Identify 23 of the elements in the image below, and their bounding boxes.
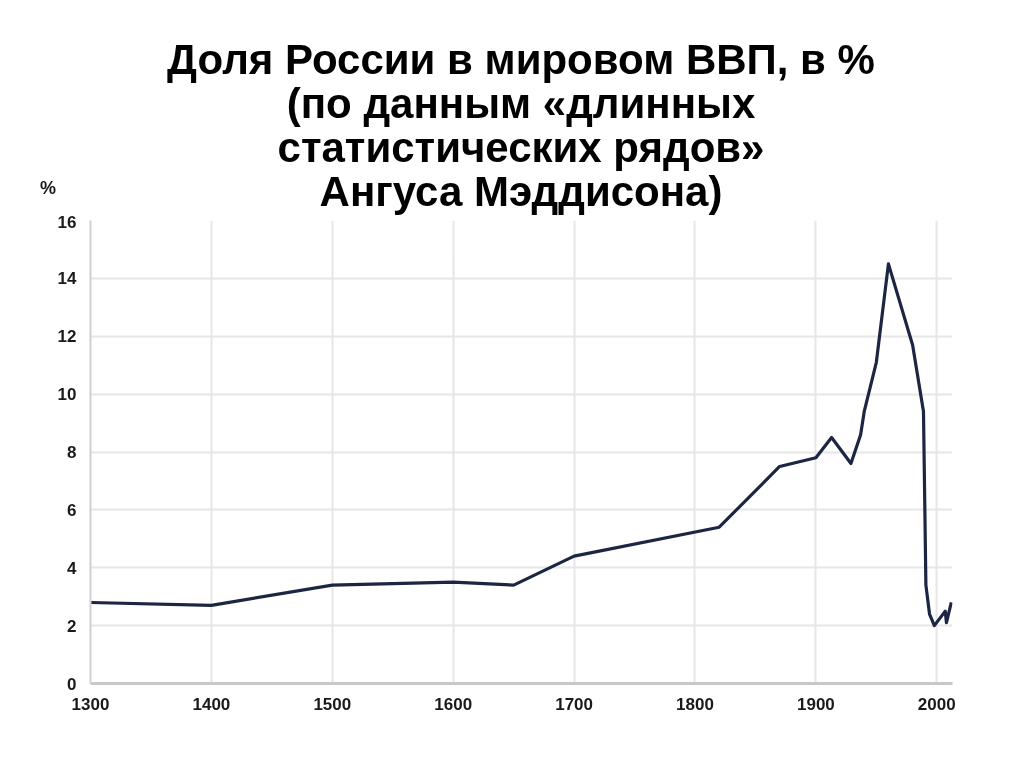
x-tick-label: 1800 <box>676 694 714 714</box>
y-tick-label: 12 <box>57 327 77 347</box>
x-tick-label: 1300 <box>71 694 110 714</box>
y-axis-title: % <box>40 177 57 199</box>
y-tick-label: 8 <box>67 443 77 462</box>
x-tick-label: 2000 <box>917 694 956 714</box>
y-tick-label: 14 <box>57 269 78 289</box>
x-tick-label: 1700 <box>555 694 594 714</box>
chart-title-line: статистических рядов» <box>276 126 766 170</box>
x-tick-label: 1500 <box>313 694 352 714</box>
chart-title-line: Ангуса Мэддисона) <box>318 170 723 214</box>
x-tick-label: 1600 <box>434 694 473 714</box>
y-tick-label: 2 <box>67 616 77 636</box>
y-tick-label: 16 <box>57 212 77 232</box>
chart-title-line: (по данным «длинных <box>285 82 756 126</box>
y-tick-label: 4 <box>67 558 78 578</box>
x-tick-label: 1400 <box>192 694 231 714</box>
y-tick-label: 0 <box>67 674 77 694</box>
x-tick-label: 1900 <box>796 694 835 714</box>
chart-title-line: Доля России в мировом ВВП, в % <box>166 38 876 82</box>
y-tick-label: 6 <box>67 500 77 520</box>
line-series <box>90 262 953 628</box>
y-tick-label: 10 <box>57 385 77 405</box>
